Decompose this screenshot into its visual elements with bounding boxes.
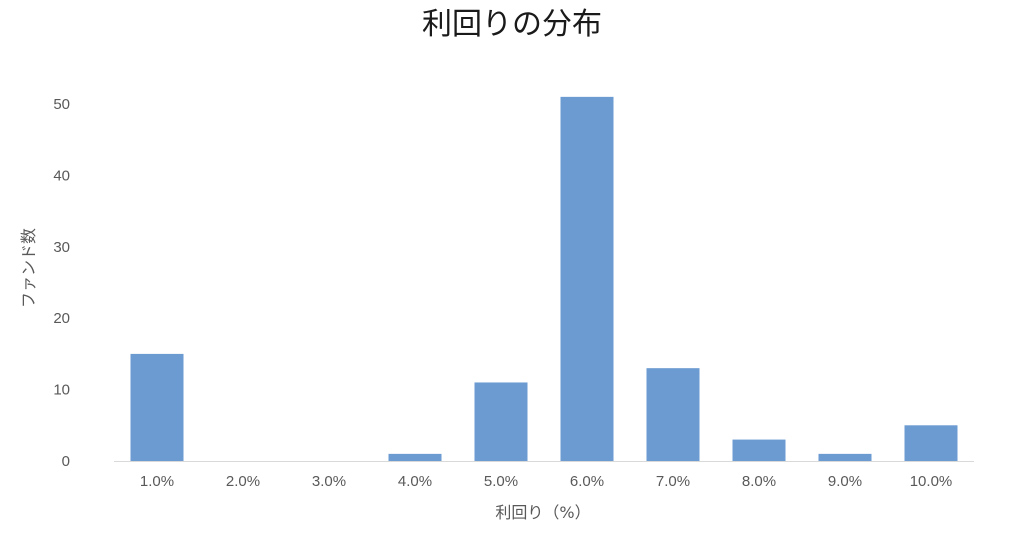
y-axis-ticks: 0 10 20 30 40 50 — [53, 96, 70, 470]
x-tick-label: 1.0% — [140, 473, 174, 490]
x-axis-label: 利回り（%） — [495, 503, 590, 522]
bar — [474, 382, 528, 461]
x-tick-label: 6.0% — [570, 473, 604, 490]
x-tick-label: 9.0% — [828, 473, 862, 490]
y-tick-label: 50 — [53, 96, 70, 113]
bar — [388, 453, 442, 461]
bar — [560, 96, 614, 462]
x-tick-label: 7.0% — [656, 473, 690, 490]
x-tick-label: 10.0% — [910, 473, 953, 490]
chart-title: 利回りの分布 — [422, 7, 602, 42]
y-tick-label: 20 — [53, 310, 70, 327]
bar — [818, 453, 872, 461]
y-tick-label: 10 — [53, 382, 70, 399]
x-tick-label: 4.0% — [398, 473, 432, 490]
bar — [904, 425, 958, 461]
x-tick-label: 2.0% — [226, 473, 260, 490]
x-axis-ticks: 1.0% 2.0% 3.0% 4.0% 5.0% 6.0% 7.0% 8.0% 9.0% 10.0… — [140, 473, 952, 490]
y-tick-label: 30 — [53, 239, 70, 256]
bar — [130, 353, 184, 461]
bar-series — [130, 96, 958, 462]
y-tick-label: 40 — [53, 167, 70, 184]
y-tick-label: 0 — [62, 453, 70, 470]
x-tick-label: 3.0% — [312, 473, 346, 490]
x-tick-label: 5.0% — [484, 473, 518, 490]
y-axis-label: ファンド数 — [19, 228, 38, 308]
bar — [732, 439, 786, 461]
x-tick-label: 8.0% — [742, 473, 776, 490]
bar — [646, 368, 700, 461]
